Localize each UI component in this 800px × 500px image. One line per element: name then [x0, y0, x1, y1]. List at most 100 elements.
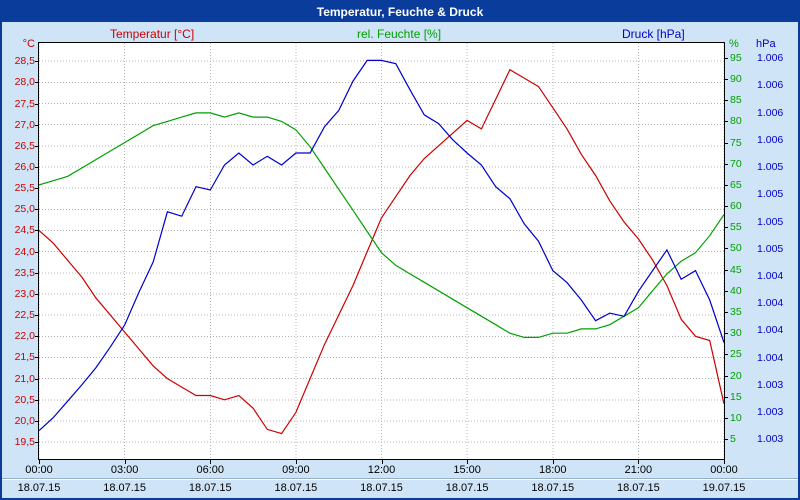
temperature-tick-label: 26,5 — [14, 139, 35, 152]
date-label: 18.07.15 — [531, 482, 575, 494]
humidity-tick-mark — [725, 100, 728, 102]
humidity-tick-label: 85 — [730, 94, 742, 107]
humidity-tick-label: 5 — [730, 433, 736, 446]
time-tick-label: 18:00 — [538, 464, 567, 476]
humidity-tick-label: 40 — [730, 284, 742, 297]
time-tick-label: 00:00 — [25, 464, 53, 476]
pressure-tick-label: 1.004 — [757, 297, 784, 310]
humidity-tick-label: 55 — [730, 221, 742, 234]
time-tick-label: 06:00 — [196, 464, 225, 476]
date-label: 18.07.15 — [17, 482, 61, 494]
humidity-tick-label: 20 — [730, 369, 742, 382]
temperature-line — [39, 68, 724, 435]
time-tick-label: 12:00 — [367, 464, 396, 476]
time-tick-mark — [638, 460, 640, 464]
humidity-tick-label: 70 — [730, 157, 742, 170]
pressure-tick-label: 1.006 — [757, 133, 784, 146]
temperature-tick-label: 19,5 — [14, 436, 35, 449]
pressure-tick-label: 1.006 — [757, 52, 784, 65]
humidity-tick-label: 95 — [730, 51, 742, 64]
time-tick-mark — [295, 460, 297, 464]
temperature-tick-mark — [35, 378, 38, 380]
pressure-tick-label: 1.004 — [757, 351, 784, 364]
humidity-tick-mark — [725, 79, 728, 80]
temperature-tick-label: 24,5 — [14, 224, 35, 237]
temperature-tick-mark — [35, 209, 38, 211]
humidity-tick-mark — [725, 290, 728, 292]
humidity-tick-mark — [725, 227, 728, 229]
temperature-tick-mark — [35, 315, 38, 317]
humidity-tick-label: 25 — [730, 348, 742, 361]
temperature-tick-mark — [35, 145, 38, 147]
temperature-tick-mark — [35, 82, 38, 84]
window-title: Temperatur, Feuchte & Druck — [2, 2, 798, 22]
humidity-tick-label: 80 — [730, 115, 742, 128]
temperature-tick-label: 24,0 — [14, 245, 35, 258]
date-label: 18.07.15 — [360, 482, 403, 494]
humidity-tick-mark — [725, 163, 728, 165]
chart-canvas — [39, 43, 724, 459]
date-label: 18.07.15 — [103, 482, 147, 494]
temperature-tick-mark — [35, 124, 38, 126]
time-tick-mark — [39, 460, 40, 464]
time-tick-mark — [467, 460, 469, 464]
time-tick-label: 00:00 — [710, 464, 738, 476]
plot-area — [38, 42, 725, 460]
temperature-tick-label: 21,0 — [14, 372, 35, 385]
humidity-tick-label: 15 — [730, 390, 742, 403]
time-tick-label: 09:00 — [282, 464, 310, 476]
humidity-tick-label: 50 — [730, 242, 742, 255]
humidity-tick-label: 10 — [730, 411, 742, 424]
humidity-tick-mark — [725, 184, 728, 186]
humidity-tick-label: 45 — [730, 263, 742, 276]
temperature-tick-mark — [35, 103, 38, 105]
temperature-tick-label: 27,0 — [14, 118, 35, 131]
temperature-tick-label: 26,0 — [14, 160, 35, 173]
humidity-tick-label: 30 — [730, 327, 742, 340]
pressure-tick-label: 1.003 — [757, 433, 784, 446]
temperature-tick-label: 25,5 — [14, 182, 35, 195]
legend-temperature: Temperatur [°C] — [110, 27, 195, 41]
humidity-tick-mark — [725, 57, 728, 59]
pressure-line — [39, 59, 724, 432]
temperature-tick-mark — [35, 272, 38, 274]
humidity-tick-mark — [725, 206, 728, 208]
temperature-tick-mark — [35, 442, 38, 444]
pressure-tick-label: 1.003 — [757, 378, 784, 391]
humidity-tick-label: 75 — [730, 136, 742, 149]
date-label: 18.07.15 — [188, 482, 232, 494]
temperature-tick-label: 22,0 — [14, 330, 35, 343]
pressure-tick-label: 1.005 — [757, 161, 784, 174]
humidity-tick-mark — [725, 142, 728, 144]
temperature-tick-mark — [35, 188, 38, 190]
pressure-tick-label: 1.006 — [757, 79, 784, 92]
time-tick-label: 15:00 — [453, 464, 481, 476]
time-tick-mark — [552, 460, 554, 464]
temperature-tick-label: 22,5 — [14, 309, 35, 322]
temperature-tick-mark — [35, 336, 38, 338]
temperature-tick-label: 28,0 — [14, 76, 35, 89]
time-tick-mark — [124, 460, 126, 464]
date-label: 18.07.15 — [616, 482, 660, 494]
temperature-axis-unit: °C — [22, 38, 35, 50]
date-label: 18.07.15 — [274, 482, 318, 494]
temperature-tick-label: 23,0 — [14, 287, 35, 300]
date-label: 19.07.15 — [702, 482, 746, 494]
humidity-tick-label: 90 — [730, 73, 742, 85]
humidity-tick-mark — [725, 439, 728, 441]
temperature-tick-label: 21,5 — [14, 351, 35, 364]
pressure-axis-unit: hPa — [756, 38, 776, 50]
pressure-tick-label: 1.005 — [757, 242, 784, 255]
humidity-tick-label: 65 — [730, 178, 742, 191]
humidity-tick-label: 35 — [730, 306, 742, 318]
temperature-tick-label: 20,5 — [14, 393, 35, 406]
temperature-tick-mark — [35, 166, 38, 168]
pressure-tick-label: 1.006 — [757, 106, 784, 119]
humidity-tick-mark — [725, 396, 728, 398]
humidity-tick-mark — [725, 333, 728, 335]
temperature-tick-mark — [35, 357, 38, 359]
temperature-tick-label: 23,5 — [14, 266, 35, 279]
pressure-tick-label: 1.003 — [757, 406, 784, 419]
humidity-tick-label: 60 — [730, 200, 742, 213]
